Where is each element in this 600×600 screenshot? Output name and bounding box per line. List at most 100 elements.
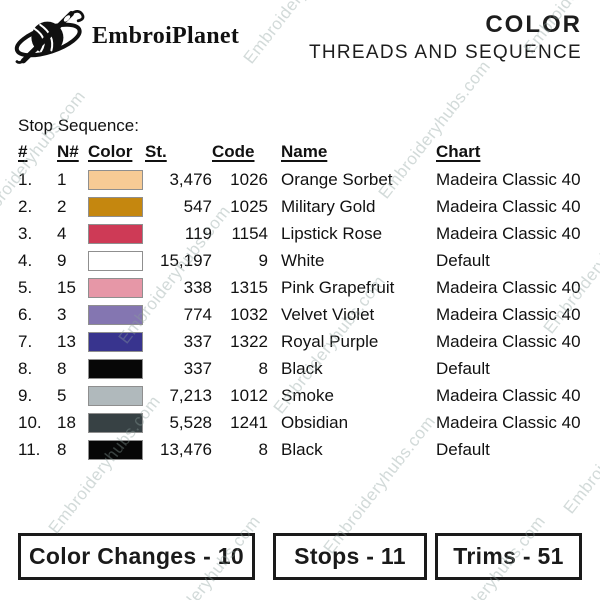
thread-chart: Madeira Classic 40 xyxy=(436,331,581,351)
needle-number: 15 xyxy=(57,277,76,297)
table-row: 11. 8 13,476 8 Black Default xyxy=(18,436,595,463)
thread-chart: Default xyxy=(436,358,490,378)
color-swatch xyxy=(88,223,143,244)
stitch-count: 119 xyxy=(184,223,212,243)
stitch-count: 547 xyxy=(183,196,212,216)
col-header-stitches: St. xyxy=(145,142,167,161)
stop-sequence-label: Stop Sequence: xyxy=(18,116,139,135)
col-header-chart: Chart xyxy=(436,142,481,161)
thread-name: Obsidian xyxy=(281,412,349,432)
col-header-number: # xyxy=(18,142,28,161)
color-swatch xyxy=(88,304,143,325)
color-swatch xyxy=(88,277,143,298)
trims-box: Trims - 51 xyxy=(435,533,582,580)
thread-chart: Madeira Classic 40 xyxy=(436,304,581,324)
thread-chart: Madeira Classic 40 xyxy=(436,169,581,189)
thread-name: Velvet Violet xyxy=(281,304,375,324)
stop-sequence-table: # N# Color St. Code Name Chart 1. 1 3,476 1… xyxy=(18,142,595,463)
thread-code: 1241 xyxy=(230,412,268,432)
thread-name: Pink Grapefruit xyxy=(281,277,395,297)
stop-number: 8. xyxy=(18,358,33,378)
table-row: 3. 4 119 1154 Lipstick Rose Madeira Classic 4… xyxy=(18,220,595,247)
table-row: 1. 1 3,476 1026 Orange Sorbet Madeira Classic… xyxy=(18,166,595,193)
stitch-count: 337 xyxy=(183,358,212,378)
table-row: 6. 3 774 1032 Velvet Violet Madeira Classic 4… xyxy=(18,301,595,328)
color-swatch xyxy=(88,331,143,352)
thread-code: 1025 xyxy=(230,196,268,216)
stop-number: 11. xyxy=(18,439,41,459)
color-swatch xyxy=(88,169,143,190)
needle-and-yarn-planet-icon xyxy=(12,8,86,64)
needle-number: 1 xyxy=(57,169,67,189)
thread-name: Black xyxy=(281,439,323,459)
thread-code: 1032 xyxy=(230,304,268,324)
thread-chart: Madeira Classic 40 xyxy=(436,412,581,432)
table-header-row: # N# Color St. Code Name Chart xyxy=(18,142,595,166)
thread-code: 8 xyxy=(258,358,268,378)
table-row: 9. 5 7,213 1012 Smoke Madeira Classic 40 xyxy=(18,382,595,409)
table-row: 7. 13 337 1322 Royal Purple Madeira Classic 4… xyxy=(18,328,595,355)
table-row: 8. 8 337 8 Black Default xyxy=(18,355,595,382)
needle-number: 2 xyxy=(57,196,67,216)
table-row: 5. 15 338 1315 Pink Grapefruit Madeira Classi… xyxy=(18,274,595,301)
thread-name: Military Gold xyxy=(281,196,376,216)
color-swatch xyxy=(88,385,143,406)
needle-number: 13 xyxy=(57,331,76,351)
stop-number: 2. xyxy=(18,196,33,216)
stop-number: 3. xyxy=(18,223,33,243)
thread-chart: Default xyxy=(436,439,490,459)
thread-chart: Madeira Classic 40 xyxy=(436,223,581,243)
color-swatch xyxy=(88,412,143,433)
thread-code: 9 xyxy=(258,250,268,270)
color-swatch xyxy=(88,196,143,217)
needle-number: 8 xyxy=(57,439,67,459)
stop-number: 6. xyxy=(18,304,33,324)
thread-code: 1012 xyxy=(230,385,268,405)
table-row: 4. 9 15,197 9 White Default xyxy=(18,247,595,274)
page-title: COLOR THREADS AND SEQUENCE xyxy=(308,13,582,63)
stop-number: 5. xyxy=(18,277,33,297)
col-header-name: Name xyxy=(281,142,328,161)
needle-number: 3 xyxy=(57,304,67,324)
col-header-color: Color xyxy=(88,142,133,161)
needle-number: 5 xyxy=(57,385,67,405)
color-swatch xyxy=(88,358,143,379)
brand-header: EmbroiPlanet xyxy=(12,8,239,64)
col-header-needle: N# xyxy=(57,142,79,161)
thread-code: 1026 xyxy=(230,169,268,189)
thread-code: 1322 xyxy=(230,331,268,351)
stitch-count: 774 xyxy=(183,304,212,324)
stitch-count: 7,213 xyxy=(169,385,212,405)
thread-name: Lipstick Rose xyxy=(281,223,383,243)
stitch-count: 5,528 xyxy=(169,412,212,432)
brand-name: EmbroiPlanet xyxy=(92,22,240,49)
color-changes-box: Color Changes - 10 xyxy=(18,533,255,580)
thread-name: White xyxy=(281,250,325,270)
stop-number: 7. xyxy=(18,331,33,351)
stitch-count: 338 xyxy=(183,277,212,297)
needle-number: 8 xyxy=(57,358,67,378)
title-threads-and-sequence: THREADS AND SEQUENCE xyxy=(308,42,582,63)
stitch-count: 13,476 xyxy=(160,439,212,459)
thread-chart: Madeira Classic 40 xyxy=(436,385,581,405)
table-row: 2. 2 547 1025 Military Gold Madeira Classic 4… xyxy=(18,193,595,220)
thread-name: Smoke xyxy=(281,385,334,405)
thread-chart: Default xyxy=(436,250,490,270)
stitch-count: 15,197 xyxy=(160,250,212,270)
needle-number: 18 xyxy=(57,412,76,432)
thread-code: 8 xyxy=(258,439,268,459)
stop-number: 10. xyxy=(18,412,42,432)
color-swatch xyxy=(88,439,143,460)
needle-number: 4 xyxy=(57,223,67,243)
stops-box: Stops - 11 xyxy=(273,533,427,580)
stop-number: 4. xyxy=(18,250,33,270)
needle-number: 9 xyxy=(57,250,67,270)
thread-name: Black xyxy=(281,358,323,378)
stitch-count: 3,476 xyxy=(169,169,212,189)
thread-code: 1315 xyxy=(230,277,268,297)
table-row: 10. 18 5,528 1241 Obsidian Madeira Classic 40 xyxy=(18,409,595,436)
thread-chart: Madeira Classic 40 xyxy=(436,196,581,216)
thread-name: Royal Purple xyxy=(281,331,379,351)
stop-number: 9. xyxy=(18,385,33,405)
